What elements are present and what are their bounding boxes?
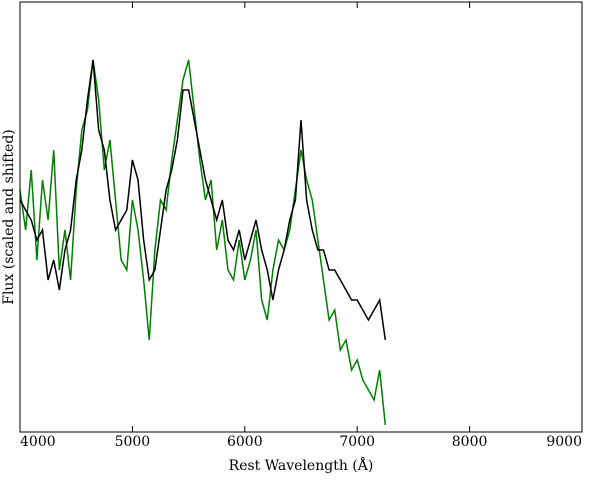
y-axis-label: Flux (scaled and shifted) (1, 129, 17, 305)
x-tick-label: 6000 (227, 434, 263, 450)
x-tick-label: 9000 (546, 434, 582, 450)
x-tick-label: 5000 (115, 434, 151, 450)
spectrum-line (19, 59, 387, 341)
x-tick-label: 8000 (452, 434, 488, 450)
plot-frame (19, 1, 583, 433)
spectrum-line (19, 59, 387, 426)
x-tick-label: 7000 (339, 434, 375, 450)
x-axis-label: Rest Wavelength (Å) (229, 456, 374, 474)
x-tick-label: 4000 (20, 434, 56, 450)
